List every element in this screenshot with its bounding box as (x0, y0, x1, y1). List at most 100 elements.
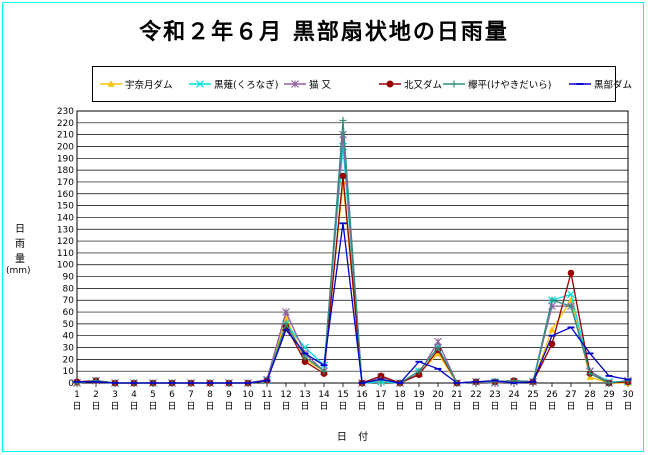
series-5-point (624, 377, 632, 385)
series-5-point (92, 377, 100, 385)
series-5-point (605, 379, 613, 387)
y-tick-label: 170 (57, 178, 74, 188)
legend-item-3: 猫 又 (283, 67, 331, 101)
x-tick-suffix: 日 (585, 401, 594, 412)
series-4-point-shape (415, 371, 423, 379)
series-5-point (339, 116, 347, 124)
series-3-point (339, 130, 347, 139)
series-5-point (415, 367, 423, 375)
x-tick-label: 28 (584, 390, 596, 400)
y-tick-label: 150 (57, 202, 74, 212)
x-tick-label: 3 (112, 390, 118, 400)
series-3-point (434, 337, 442, 346)
series-4-point (339, 172, 347, 180)
x-tick-label: 24 (508, 390, 520, 400)
series-4-point (567, 269, 575, 277)
x-tick-suffix: 日 (72, 401, 81, 412)
legend-label-2: 黒薙(くろなぎ) (214, 80, 279, 91)
x-tick-label: 26 (546, 390, 558, 400)
x-tick-suffix: 日 (91, 401, 100, 412)
series-4-point-shape (339, 172, 347, 180)
x-tick-label: 14 (318, 390, 330, 400)
x-tick-label: 18 (394, 390, 406, 400)
legend-swatch-marker (386, 80, 394, 88)
series-4-point-shape (301, 358, 309, 366)
x-tick-suffix: 日 (528, 401, 537, 412)
x-tick-suffix: 日 (319, 401, 328, 412)
x-tick-suffix: 日 (566, 401, 575, 412)
x-tick-suffix: 日 (110, 401, 119, 412)
x-tick-suffix: 日 (604, 401, 613, 412)
x-tick-suffix: 日 (433, 401, 442, 412)
legend-swatch-marker (196, 80, 204, 88)
legend-swatch-3 (284, 80, 306, 88)
x-tick-label: 12 (280, 390, 291, 400)
y-tick-label: 230 (57, 107, 74, 117)
y-tick-label: 210 (57, 131, 74, 141)
legend-label-1: 宇奈月ダム (125, 80, 173, 91)
x-tick-suffix: 日 (300, 401, 309, 412)
x-tick-label: 17 (375, 390, 386, 400)
legend-label-3: 猫 又 (309, 80, 332, 91)
y-tick-label: 180 (57, 166, 74, 176)
x-tick-label: 11 (261, 390, 272, 400)
series-4-point (377, 372, 385, 380)
x-tick-label: 6 (169, 390, 175, 400)
y-axis-unit: (mm) (6, 266, 31, 276)
y-tick-label: 50 (63, 320, 75, 330)
x-tick-label: 13 (299, 390, 310, 400)
x-tick-suffix: 日 (262, 401, 271, 412)
x-tick-suffix: 日 (414, 401, 423, 412)
legend-swatch-marker-shape (107, 80, 115, 87)
x-tick-label: 16 (356, 390, 368, 400)
x-tick-label: 30 (622, 390, 634, 400)
x-tick-suffix: 日 (205, 401, 214, 412)
x-tick-suffix: 日 (167, 401, 176, 412)
series-5-point (586, 370, 594, 378)
y-tick-label: 70 (63, 296, 75, 306)
x-tick-suffix: 日 (623, 401, 632, 412)
x-tick-label: 22 (470, 390, 481, 400)
x-tick-label: 19 (413, 390, 425, 400)
y-tick-label: 130 (57, 225, 74, 235)
x-tick-suffix: 日 (338, 401, 347, 412)
legend-swatch-5 (443, 80, 465, 88)
legend-label-6: 黒部ダム (594, 80, 633, 91)
x-tick-label: 21 (451, 390, 462, 400)
x-tick-label: 5 (150, 390, 156, 400)
x-tick-label: 27 (565, 390, 576, 400)
legend-swatch-2 (189, 80, 211, 88)
x-tick-suffix: 日 (148, 401, 157, 412)
y-tick-label: 60 (63, 308, 75, 318)
x-tick-label: 23 (489, 390, 500, 400)
x-tick-suffix: 日 (452, 401, 461, 412)
y-tick-label: 30 (63, 344, 75, 354)
y-tick-label: 160 (57, 190, 74, 200)
y-tick-label: 200 (57, 142, 74, 152)
x-axis-label: 日 付 (336, 432, 369, 443)
chart-legend: 宇奈月ダム 黒薙(くろなぎ) 猫 又 北又ダム 欅平(けやきだいら) 黒部ダム (92, 66, 632, 102)
x-tick-label: 1 (74, 390, 80, 400)
series-5-point (491, 378, 499, 386)
series-2-point (567, 290, 575, 299)
legend-swatch-1 (100, 80, 122, 87)
x-tick-label: 8 (207, 390, 213, 400)
series-4-point-shape (377, 372, 385, 380)
y-axis-label-char-3: 量 (15, 254, 25, 265)
series-5-point (320, 367, 328, 375)
y-tick-label: 80 (63, 284, 75, 294)
legend-swatch-4 (379, 80, 401, 88)
series-5-point (567, 302, 575, 310)
legend-swatch-marker (291, 80, 299, 88)
legend-item-6: 黒部ダム (568, 67, 632, 101)
series-4-point (548, 340, 556, 348)
series-5-point (301, 353, 309, 361)
y-axis-label-char-1: 日 (15, 224, 25, 235)
legend-swatch-marker-shape (386, 80, 394, 88)
x-tick-suffix: 日 (471, 401, 480, 412)
x-tick-label: 9 (226, 390, 232, 400)
x-tick-suffix: 日 (186, 401, 195, 412)
y-tick-label: 220 (57, 119, 74, 129)
legend-swatch-6 (569, 83, 591, 85)
series-1-point (548, 326, 556, 333)
